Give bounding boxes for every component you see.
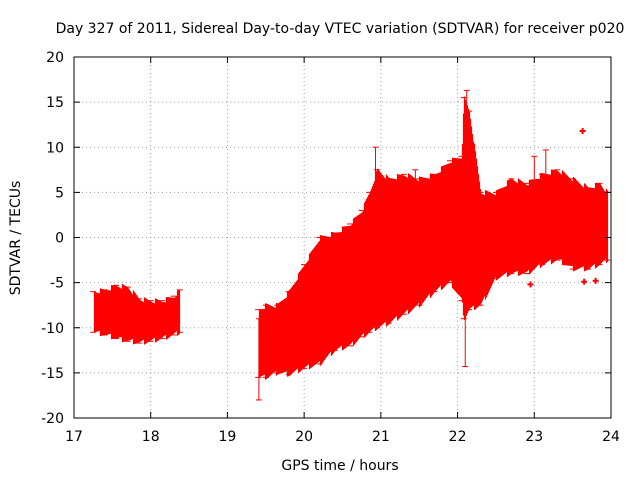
y-tick-label: -5 [50,276,64,292]
y-axis-label: SDTVAR / TECUs [8,181,24,296]
data-series [90,89,611,401]
x-tick-label: 22 [449,429,467,445]
y-tick-label: 10 [46,140,64,156]
y-tick-label: 20 [46,50,64,66]
x-tick-label: 24 [602,429,620,445]
y-tick-label: -10 [41,321,64,337]
y-tick-label: 15 [46,95,64,111]
x-tick-label: 18 [142,429,160,445]
x-tick-label: 17 [65,429,83,445]
chart-title: Day 327 of 2011, Sidereal Day-to-day VTE… [56,21,625,37]
x-tick-label: 21 [372,429,390,445]
x-axis-label: GPS time / hours [281,458,398,474]
data-band [90,284,183,345]
x-tick-label: 20 [295,429,313,445]
x-tick-label: 19 [219,429,237,445]
x-tick-label: 23 [525,429,543,445]
y-tick-label: 5 [55,185,64,201]
axis-ticks: 17 18 19 20 21 22 23 24 -20 -15 -10 -5 0 5 10 15 20 [41,50,620,445]
y-tick-label: -20 [41,411,64,427]
y-tick-label: -15 [41,366,64,382]
y-tick-label: 0 [55,231,64,247]
data-band [255,96,611,380]
